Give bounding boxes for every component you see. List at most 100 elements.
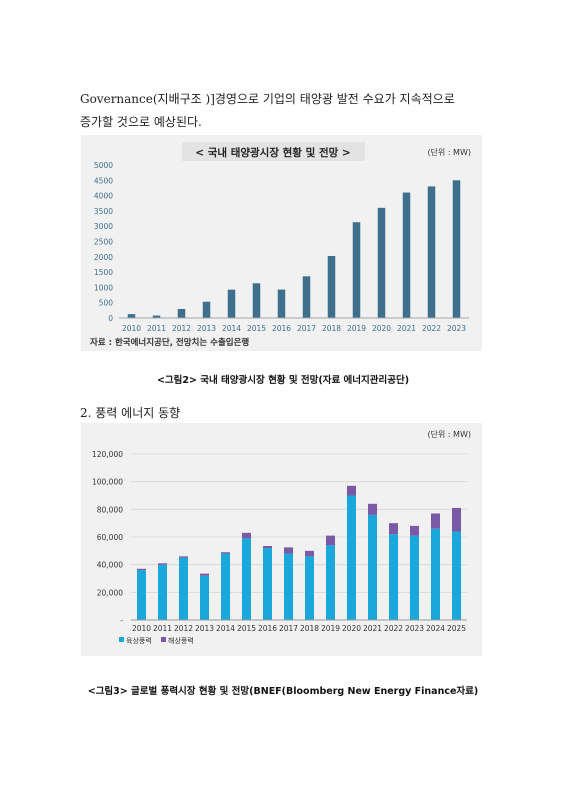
chart-title: < 국내 태양광시장 현황 및 전망 > bbox=[195, 146, 350, 159]
y-tick-label: 5000 bbox=[94, 161, 113, 170]
paragraph-line-1: Governance(지배구조 )]경영으로 기업의 태양광 발전 수요가 지속… bbox=[80, 92, 455, 106]
bar-2017 bbox=[302, 276, 311, 318]
bar-onshore-2013 bbox=[200, 575, 209, 620]
bar-onshore-2021 bbox=[368, 514, 377, 620]
y-tick-label: 4500 bbox=[94, 176, 113, 185]
bar-offshore-2016 bbox=[263, 545, 272, 549]
bar-offshore-2020 bbox=[347, 485, 356, 496]
bar-offshore-2014 bbox=[221, 552, 230, 554]
x-tick-label: 2010 bbox=[122, 324, 141, 333]
y-tick-label: 1000 bbox=[94, 283, 113, 292]
x-tick-label: 2011 bbox=[153, 624, 172, 633]
y-tick-label: 100,000 bbox=[92, 478, 123, 487]
bar-offshore-2018 bbox=[305, 550, 314, 557]
solar-chart-figure: < 국내 태양광시장 현황 및 전망 > (단위 : MW) 5000 4500 4… bbox=[81, 135, 482, 351]
bar-onshore-2025 bbox=[452, 531, 461, 620]
x-tick-label: 2016 bbox=[258, 624, 277, 633]
bar-2010 bbox=[127, 314, 136, 318]
y-tick-label: 2500 bbox=[94, 238, 113, 247]
bar-2023 bbox=[452, 180, 461, 318]
bar-offshore-2010 bbox=[137, 568, 146, 571]
x-tick-label: 2017 bbox=[279, 624, 298, 633]
bars bbox=[127, 180, 461, 318]
bar-onshore-2019 bbox=[326, 545, 335, 620]
bar-onshore-2014 bbox=[221, 553, 230, 620]
x-tick-label: 2015 bbox=[247, 324, 266, 333]
x-tick-label: 2012 bbox=[172, 324, 191, 333]
bar-2018 bbox=[327, 255, 336, 318]
y-tick-label: 0 bbox=[108, 314, 113, 323]
x-tick-label: 2014 bbox=[216, 624, 235, 633]
y-tick-label: 2000 bbox=[94, 253, 113, 262]
bar-2011 bbox=[152, 315, 161, 318]
bar-onshore-2022 bbox=[389, 534, 398, 620]
bar-onshore-2018 bbox=[305, 556, 314, 620]
bar-offshore-2021 bbox=[368, 503, 377, 515]
paragraph-line-2: 증가할 것으로 예상된다. bbox=[80, 115, 202, 129]
x-tick-label: 2021 bbox=[397, 324, 416, 333]
bar-2016 bbox=[277, 289, 286, 318]
y-tick-label: 80,000 bbox=[97, 505, 123, 514]
x-tick-label: 2022 bbox=[384, 624, 403, 633]
bar-offshore-2013 bbox=[200, 573, 209, 576]
x-tick-label: 2020 bbox=[342, 624, 361, 633]
bar-2012 bbox=[177, 308, 186, 318]
x-tick-label: 2021 bbox=[363, 624, 382, 633]
legend-swatch-offshore bbox=[161, 637, 166, 642]
x-tick-label: 2016 bbox=[272, 324, 291, 333]
bar-offshore-2023 bbox=[410, 525, 419, 536]
bar-2021 bbox=[402, 192, 411, 318]
wind-stacked-bar-chart: (단위 : MW) 120,000 100,000 80,000 60,000 40,0… bbox=[92, 429, 471, 645]
y-tick-label: 60,000 bbox=[97, 533, 123, 542]
unit-label: (단위 : MW) bbox=[427, 429, 471, 439]
x-tick-label: 2019 bbox=[347, 324, 366, 333]
figure2-caption: <그림3> 글로벌 풍력시장 현황 및 전망(BNEF(Bloomberg Ne… bbox=[87, 686, 479, 697]
legend-swatch-onshore bbox=[119, 637, 124, 642]
bar-onshore-2012 bbox=[179, 557, 188, 620]
unit-label: (단위 : MW) bbox=[427, 147, 471, 157]
bar-onshore-2020 bbox=[347, 495, 356, 620]
y-tick-label: 3500 bbox=[94, 207, 113, 216]
bar-2015 bbox=[252, 283, 261, 318]
x-tick-label: 2017 bbox=[297, 324, 316, 333]
bar-onshore-2010 bbox=[137, 570, 146, 620]
legend-label-offshore: 해상풍력 bbox=[168, 636, 194, 645]
intro-paragraph: Governance(지배구조 )]경영으로 기업의 태양광 발전 수요가 지속… bbox=[80, 88, 500, 134]
x-tick-label: 2011 bbox=[147, 324, 166, 333]
legend-label-onshore: 육상풍력 bbox=[126, 636, 152, 645]
y-tick-label: 3000 bbox=[94, 222, 113, 231]
section-heading: 2. 풍력 에너지 동향 bbox=[80, 406, 181, 420]
bars bbox=[137, 485, 461, 620]
y-tick-label: 120,000 bbox=[92, 450, 123, 459]
x-tick-label: 2023 bbox=[405, 624, 424, 633]
bar-onshore-2015 bbox=[242, 538, 251, 620]
solar-bar-chart: < 국내 태양광시장 현황 및 전망 > (단위 : MW) 5000 4500 4… bbox=[90, 142, 471, 348]
x-tick-label: 2010 bbox=[132, 624, 151, 633]
x-tick-label: 2013 bbox=[197, 324, 216, 333]
bar-2022 bbox=[427, 186, 436, 318]
bar-onshore-2023 bbox=[410, 535, 419, 620]
bar-2020 bbox=[377, 207, 386, 318]
bar-offshore-2011 bbox=[158, 563, 167, 565]
y-tick-label: 40,000 bbox=[97, 561, 123, 570]
x-tick-label: 2023 bbox=[447, 324, 466, 333]
bar-2013 bbox=[202, 301, 211, 318]
bar-offshore-2024 bbox=[431, 513, 440, 529]
bar-offshore-2012 bbox=[179, 556, 188, 558]
bar-offshore-2017 bbox=[284, 547, 293, 554]
bar-offshore-2015 bbox=[242, 532, 251, 539]
wind-chart-figure: (단위 : MW) 120,000 100,000 80,000 60,000 40,0… bbox=[81, 423, 482, 656]
x-tick-label: 2013 bbox=[195, 624, 214, 633]
bar-onshore-2024 bbox=[431, 528, 440, 620]
figure1-caption: <그림2> 국내 태양광시장 현황 및 전망(자료 에너지관리공단) bbox=[156, 375, 410, 386]
x-tick-label: 2018 bbox=[300, 624, 319, 633]
chart-title-box bbox=[182, 142, 365, 161]
bar-offshore-2019 bbox=[326, 535, 335, 546]
y-tick-label: 4000 bbox=[94, 192, 113, 201]
legend: 육상풍력 해상풍력 bbox=[119, 636, 194, 645]
bar-offshore-2025 bbox=[452, 507, 461, 532]
x-axis: 2010 2011 2012 2013 2014 2015 2016 2017 2018 2019… bbox=[119, 317, 469, 333]
x-tick-label: 2014 bbox=[222, 324, 241, 333]
x-tick-label: 2015 bbox=[237, 624, 256, 633]
